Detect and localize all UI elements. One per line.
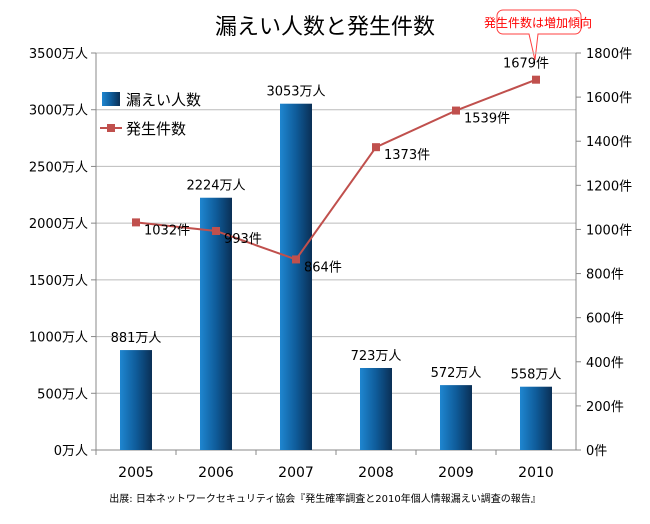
y-left-tick-label: 3500万人 <box>29 47 88 62</box>
y-left-tick-label: 500万人 <box>37 387 88 402</box>
legend-bar-label: 漏えい人数 <box>126 91 201 109</box>
y-right-tick-label: 1800件 <box>586 47 632 62</box>
line-data-label: 1539件 <box>464 112 510 127</box>
x-tick-label: 2007 <box>278 465 314 481</box>
y-right-tick-label: 0件 <box>586 444 607 459</box>
y-left-tick-label: 0万人 <box>54 444 88 459</box>
bar-data-label: 572万人 <box>431 366 482 381</box>
line-point <box>372 143 380 152</box>
bar <box>200 197 232 450</box>
legend-line-marker <box>107 124 115 132</box>
bar-data-label: 723万人 <box>351 349 402 364</box>
line-data-label: 864件 <box>304 260 342 275</box>
line-data-label: 993件 <box>224 232 262 247</box>
y-right-tick-label: 1200件 <box>586 179 632 194</box>
bar-data-label: 3053万人 <box>266 85 325 100</box>
line-point <box>452 106 460 115</box>
line-data-label: 1032件 <box>144 223 190 238</box>
y-right-tick-label: 800件 <box>586 268 624 283</box>
x-tick-label: 2008 <box>358 465 394 481</box>
line-point <box>532 75 540 84</box>
line-point <box>292 255 300 264</box>
annotation-text: 発生件数は増加傾向 <box>484 15 592 30</box>
bar-data-label: 558万人 <box>511 368 562 383</box>
source-note: 出展: 日本ネットワークセキュリティ協会『発生確率調査と2010年個人情報漏えい… <box>109 492 540 505</box>
line-point <box>132 218 140 227</box>
y-right-tick-label: 1600件 <box>586 91 632 106</box>
y-right-tick-label: 200件 <box>586 400 624 415</box>
y-left-tick-label: 2000万人 <box>29 217 88 232</box>
bar-data-label: 881万人 <box>111 331 162 346</box>
x-tick-label: 2009 <box>438 465 474 481</box>
line-point <box>212 226 220 235</box>
y-left-tick-label: 3000万人 <box>29 104 88 119</box>
x-tick-label: 2006 <box>198 465 234 481</box>
y-left-tick-label: 1000万人 <box>29 331 88 346</box>
bar <box>360 367 392 450</box>
y-right-tick-label: 1400件 <box>586 135 632 150</box>
chart-title: 漏えい人数と発生件数 <box>215 15 435 40</box>
y-left-tick-label: 2500万人 <box>29 160 88 175</box>
y-right-tick-label: 600件 <box>586 312 624 327</box>
line-data-label: 1373件 <box>384 148 430 163</box>
y-right-tick-label: 400件 <box>586 356 624 371</box>
legend-line-label: 発生件数 <box>126 120 186 138</box>
legend-bar-swatch <box>102 92 120 106</box>
line-series <box>135 78 537 261</box>
bar <box>440 385 472 450</box>
x-tick-label: 2010 <box>518 465 554 481</box>
bar <box>520 386 552 450</box>
bar-data-label: 2224万人 <box>186 179 245 194</box>
x-tick-label: 2005 <box>118 465 154 481</box>
annotation-callout: 発生件数は増加傾向 <box>484 9 592 61</box>
y-right-tick-label: 1000件 <box>586 223 632 238</box>
bar <box>120 350 152 450</box>
bar <box>280 103 312 450</box>
y-left-tick-label: 1500万人 <box>29 274 88 289</box>
line-data-label: 1679件 <box>503 57 549 72</box>
